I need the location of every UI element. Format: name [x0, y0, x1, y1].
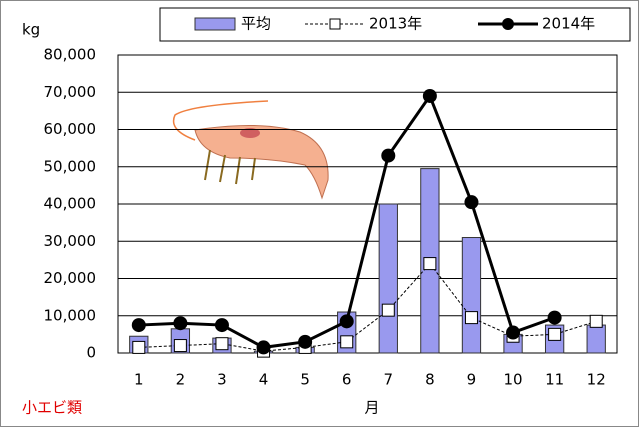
marker [215, 337, 229, 351]
marker [173, 316, 188, 331]
legend-swatch [502, 18, 514, 30]
marker [464, 195, 479, 210]
y-tick-label: 30,000 [44, 232, 97, 250]
x-tick-label: 5 [300, 371, 310, 389]
x-tick-label: 9 [467, 371, 477, 389]
legend-label: 2013年 [369, 15, 422, 33]
x-tick-label: 4 [259, 371, 269, 389]
y-tick-label: 50,000 [44, 157, 97, 175]
legend-label: 2014年 [542, 15, 595, 33]
x-tick-label: 7 [384, 371, 394, 389]
y-tick-label: 80,000 [44, 46, 97, 64]
x-tick-label: 2 [176, 371, 186, 389]
plot-frame [117, 54, 618, 354]
legend-swatch [329, 18, 341, 30]
x-tick-label: 12 [587, 371, 606, 389]
marker [132, 340, 146, 354]
annotation: 小エビ類 [22, 399, 82, 417]
line [138, 262, 597, 352]
marker [547, 310, 562, 325]
bar [586, 324, 606, 354]
legend-swatch [194, 17, 236, 31]
x-tick-label: 1 [134, 371, 144, 389]
legend-label: 平均 [241, 15, 271, 33]
marker [422, 88, 437, 103]
marker [173, 339, 187, 353]
x-label: 月 [364, 399, 379, 417]
marker [589, 314, 603, 328]
y-label: kg [22, 21, 40, 39]
marker [381, 303, 395, 317]
legend-box [159, 7, 631, 42]
marker [506, 325, 521, 340]
x-tick-label: 11 [545, 371, 564, 389]
marker [548, 327, 562, 341]
x-tick-label: 6 [342, 371, 352, 389]
marker [214, 318, 229, 333]
bar [378, 203, 398, 354]
marker [298, 334, 313, 349]
y-tick-label: 0 [86, 344, 96, 362]
x-tick-label: 8 [425, 371, 435, 389]
x-tick-label: 3 [217, 371, 227, 389]
marker [339, 314, 354, 329]
y-tick-label: 70,000 [44, 83, 97, 101]
marker [381, 148, 396, 163]
y-tick-label: 60,000 [44, 120, 97, 138]
y-tick-label: 10,000 [44, 306, 97, 324]
marker [423, 257, 437, 271]
marker [464, 311, 478, 325]
marker [340, 335, 354, 349]
x-tick-label: 10 [503, 371, 522, 389]
bar [461, 237, 482, 354]
shrimp [172, 100, 329, 200]
marker [131, 318, 146, 333]
marker [256, 340, 271, 355]
y-tick-label: 40,000 [44, 195, 97, 213]
y-tick-label: 20,000 [44, 269, 97, 287]
